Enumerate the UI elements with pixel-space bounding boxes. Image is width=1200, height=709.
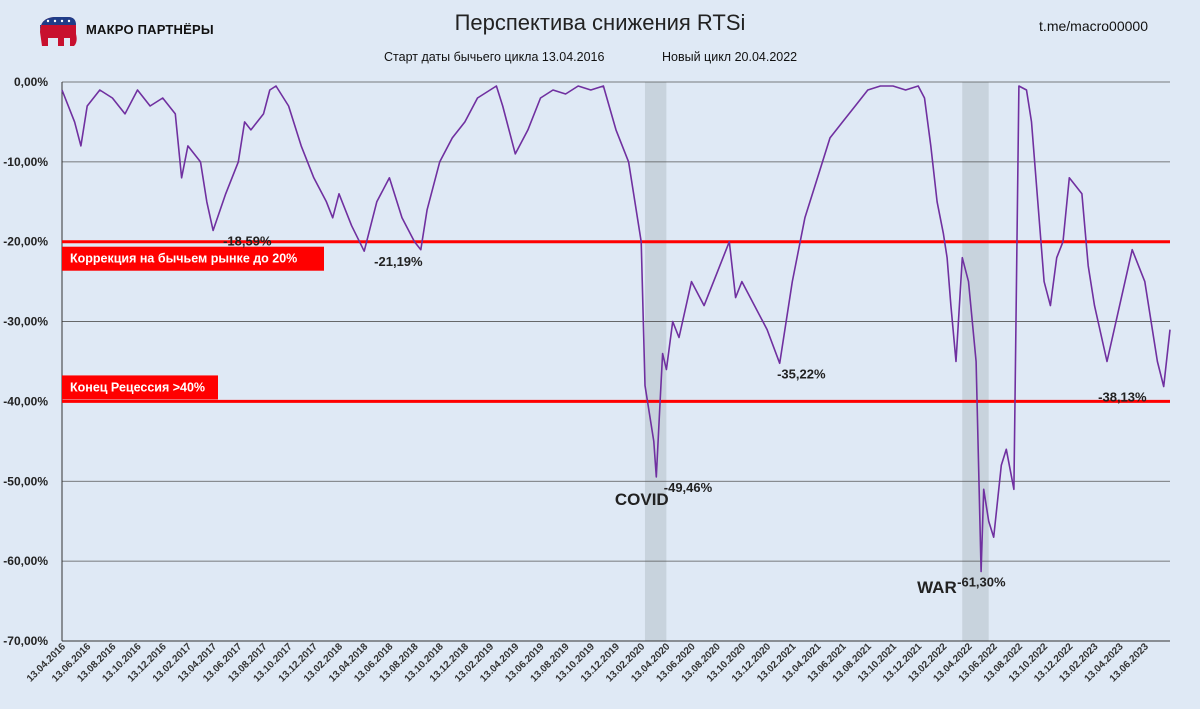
drawdown-label: -18,59% — [223, 233, 272, 248]
elephant-logo-icon — [40, 17, 77, 46]
series-line — [61, 85, 1171, 573]
telegram-link[interactable]: t.me/macro00000 — [1039, 18, 1148, 34]
subtitle-new-cycle: Новый цикл 20.04.2022 — [662, 50, 798, 64]
y-tick-label: -20,00% — [3, 235, 48, 249]
plot-area — [62, 82, 1170, 641]
y-tick-label: -60,00% — [3, 554, 48, 568]
y-tick-label: -50,00% — [3, 474, 48, 488]
y-tick-label: -40,00% — [3, 394, 48, 408]
reference-label-box — [62, 246, 324, 271]
event-label: COVID — [615, 490, 669, 509]
y-tick-label: -30,00% — [3, 315, 48, 329]
drawdown-label: -35,22% — [777, 366, 826, 381]
y-tick-label: -10,00% — [3, 155, 48, 169]
subtitle-start: Старт даты бычьего цикла 13.04.2016 — [384, 50, 605, 64]
drawdown-label: -49,46% — [664, 480, 713, 495]
reference-label: Коррекция на бычьем рынке до 20% — [70, 252, 297, 266]
brand-name: МАКРО ПАРТНЁРЫ — [86, 22, 214, 37]
y-tick-label: -70,00% — [3, 634, 48, 648]
y-tick-label: 0,00% — [14, 75, 48, 89]
event-label: WAR — [917, 578, 957, 597]
reference-label: Конец Рецессия >40% — [70, 380, 205, 394]
chart-title: Перспектива снижения RTSi — [454, 10, 746, 35]
shaded-region-covid — [644, 82, 667, 641]
drawdown-label: -38,13% — [1098, 389, 1147, 404]
reference-label-box — [62, 375, 218, 400]
drawdown-label: -61,30% — [957, 575, 1006, 590]
drawdown-label: -21,19% — [374, 254, 423, 269]
